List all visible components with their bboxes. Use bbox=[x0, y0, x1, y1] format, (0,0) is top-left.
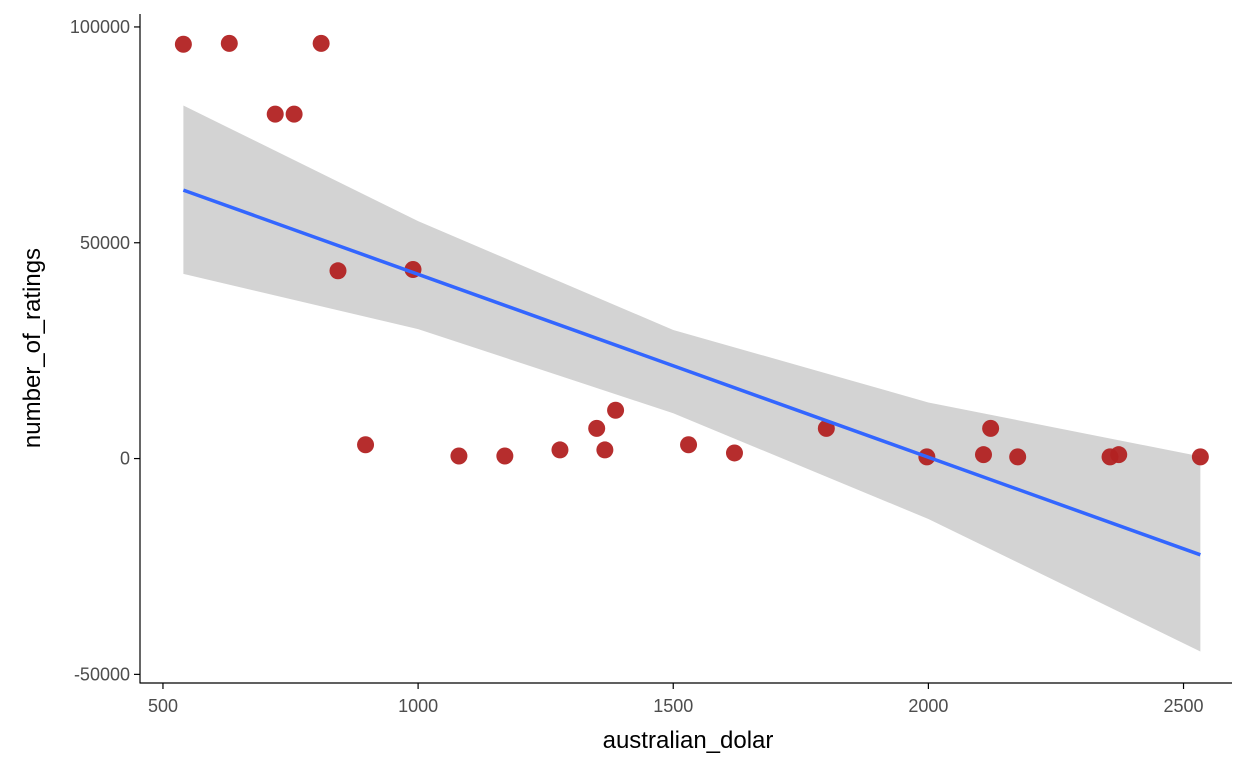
data-point bbox=[329, 262, 347, 280]
y-tick-label: 100000 bbox=[70, 17, 130, 37]
data-point bbox=[496, 447, 514, 465]
data-point bbox=[1191, 448, 1209, 466]
data-point bbox=[607, 401, 625, 419]
x-tick-label: 2000 bbox=[908, 696, 948, 716]
data-point bbox=[174, 35, 192, 53]
x-axis-title: australian_dolar bbox=[603, 727, 774, 754]
data-point bbox=[725, 444, 743, 462]
data-point bbox=[596, 441, 614, 459]
data-point bbox=[974, 446, 992, 464]
y-tick-label: 0 bbox=[120, 449, 130, 469]
regression-line bbox=[182, 188, 1201, 557]
x-tick-label: 1500 bbox=[653, 696, 693, 716]
x-tick-label: 500 bbox=[148, 696, 178, 716]
data-point bbox=[220, 34, 238, 52]
data-point bbox=[285, 105, 303, 123]
x-tick-label: 1000 bbox=[398, 696, 438, 716]
data-point bbox=[450, 447, 468, 465]
y-tick-label: 50000 bbox=[80, 233, 130, 253]
x-tick-label: 2500 bbox=[1163, 696, 1203, 716]
data-point bbox=[551, 441, 569, 459]
data-point bbox=[1009, 448, 1027, 466]
data-point bbox=[1110, 446, 1128, 464]
data-point bbox=[680, 436, 698, 454]
y-axis-title: number_of_ratings bbox=[19, 248, 46, 448]
data-point bbox=[266, 105, 284, 123]
data-point bbox=[982, 419, 1000, 437]
confidence-band bbox=[183, 105, 1201, 652]
data-point bbox=[357, 436, 375, 454]
y-tick-label: -50000 bbox=[74, 664, 130, 684]
data-point bbox=[817, 419, 835, 437]
data-point bbox=[588, 419, 606, 437]
data-point bbox=[312, 34, 330, 52]
